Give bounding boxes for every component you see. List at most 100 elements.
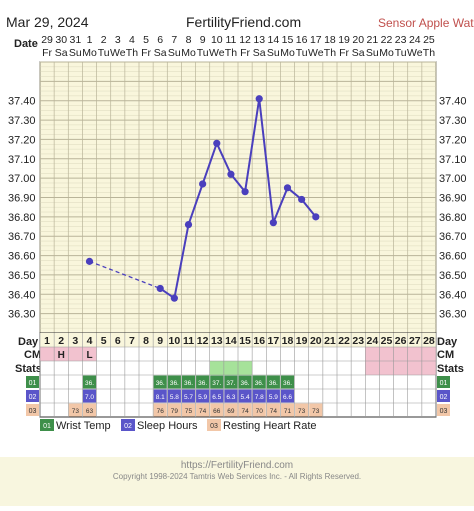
footer-url[interactable]: https://FertilityFriend.com bbox=[181, 460, 293, 471]
y-tick-label-left: 37.40 bbox=[8, 96, 36, 108]
weekday-tick-label: Su bbox=[168, 47, 181, 59]
stat-cell-row3 bbox=[153, 403, 167, 417]
stat-cell-row1 bbox=[153, 375, 167, 389]
stat-cell-row3 bbox=[82, 403, 97, 417]
cm-value: H bbox=[58, 350, 65, 361]
y-tick-label-right: 36.80 bbox=[439, 212, 467, 224]
temperature-line bbox=[85, 95, 320, 302]
stat-value-row3: 75 bbox=[185, 408, 193, 415]
stat-cell-row1 bbox=[224, 375, 238, 389]
stat-value-row1: 37. bbox=[212, 380, 221, 387]
weekday-tick-label: Mo bbox=[379, 47, 394, 59]
date-tick-label: 13 bbox=[253, 34, 265, 46]
stat-cell-row2 bbox=[153, 389, 167, 403]
stat-cell-row3 bbox=[266, 403, 280, 417]
temperature-point bbox=[213, 139, 221, 147]
legend-resting-hr-swatch bbox=[207, 419, 221, 431]
day-number: 10 bbox=[169, 335, 181, 347]
date-tick-label: 22 bbox=[381, 34, 393, 46]
stat-cell-row2 bbox=[82, 389, 97, 403]
date-tick-label: 29 bbox=[41, 34, 53, 46]
cm-pink-cell bbox=[82, 347, 97, 361]
weekday-tick-label: Tu bbox=[395, 47, 407, 59]
temperature-point bbox=[85, 257, 94, 265]
stats-table: 36. 36. 36. 36. 36. 37. 37. 36. 36. 36. 36. 01 01 7.0… bbox=[26, 332, 450, 418]
day-number: 8 bbox=[143, 335, 149, 347]
day-number: 3 bbox=[72, 335, 78, 347]
stat-value-row3: 74 bbox=[270, 408, 278, 415]
y-tick-label-left: 37.30 bbox=[8, 115, 36, 127]
temperature-segment bbox=[201, 142, 218, 185]
day-number: 18 bbox=[282, 335, 294, 347]
day-number: 26 bbox=[395, 335, 407, 347]
day-number: 17 bbox=[268, 335, 280, 347]
temperature-segment bbox=[272, 187, 289, 224]
stat-value-row3: 70 bbox=[256, 408, 264, 415]
weekday-tick-label: We bbox=[407, 47, 423, 59]
temperature-segment bbox=[215, 142, 232, 175]
weekday-tick-label: We bbox=[209, 47, 225, 59]
day-number: 15 bbox=[239, 335, 251, 347]
day-number: 14 bbox=[225, 335, 237, 347]
date-tick-label: 16 bbox=[296, 34, 308, 46]
cm-row-label-left: CM bbox=[24, 349, 41, 361]
temperature-point bbox=[269, 219, 277, 227]
stat-cell-row2 bbox=[280, 389, 295, 403]
y-tick-label-right: 37.00 bbox=[439, 173, 467, 185]
y-tick-label-right: 37.30 bbox=[439, 115, 467, 127]
date-tick-label: 17 bbox=[310, 34, 322, 46]
weekday-tick-label: Mo bbox=[82, 47, 97, 59]
stat-label-swatch-right bbox=[437, 404, 450, 416]
stat-value-row2: 6.3 bbox=[226, 394, 235, 401]
stat-label-right: 02 bbox=[440, 394, 448, 401]
temperature-point bbox=[170, 294, 178, 302]
legend-sleep-hours-label: Sleep Hours bbox=[137, 420, 198, 432]
weekday-tick-label: Su bbox=[366, 47, 379, 59]
weekday-tick-label: We bbox=[308, 47, 324, 59]
day-number: 21 bbox=[324, 335, 336, 347]
stat-value-row2: 6.5 bbox=[212, 394, 221, 401]
stat-value-row2: 5.8 bbox=[170, 394, 179, 401]
stat-cell-row1 bbox=[196, 375, 210, 389]
weekday-tick-label: Su bbox=[267, 47, 280, 59]
weekday-tick-label: Fr bbox=[42, 47, 52, 59]
weekday-tick-label: Tu bbox=[98, 47, 110, 59]
stat-value-row1: 36. bbox=[283, 380, 292, 387]
date-tick-label: 15 bbox=[282, 34, 294, 46]
date-tick-label: 12 bbox=[239, 34, 251, 46]
stats-pink-cell bbox=[365, 361, 436, 375]
stat-value-row3: 79 bbox=[171, 408, 179, 415]
temperature-point bbox=[298, 195, 306, 204]
y-tick-label-left: 36.70 bbox=[8, 231, 36, 243]
day-number: 27 bbox=[409, 335, 421, 347]
stat-value-row2: 5.9 bbox=[198, 394, 207, 401]
stat-value-row3: 69 bbox=[227, 408, 235, 415]
day-number: 1 bbox=[44, 335, 50, 347]
stat-label-right: 01 bbox=[440, 380, 448, 387]
stat-value-row1: 36. bbox=[269, 380, 278, 387]
site-name: FertilityFriend.com bbox=[186, 14, 301, 30]
temperature-segment bbox=[187, 183, 204, 225]
weekday-tick-label: Mo bbox=[181, 47, 196, 59]
y-tick-label-right: 36.70 bbox=[439, 231, 467, 243]
temperature-point bbox=[241, 188, 249, 196]
day-number: 12 bbox=[197, 335, 209, 347]
day-row-label: Day bbox=[18, 336, 39, 348]
day-number: 6 bbox=[115, 335, 121, 347]
stat-value-row2: 5.4 bbox=[241, 394, 250, 401]
stat-cell-row2 bbox=[210, 389, 224, 403]
stat-value-row3: 74 bbox=[199, 408, 207, 415]
stat-value-row3: 66 bbox=[213, 408, 221, 415]
temperature-point bbox=[199, 180, 207, 188]
stat-cell-row2 bbox=[266, 389, 280, 403]
date-tick-label: 23 bbox=[395, 34, 407, 46]
stats-row-label-right: Stats bbox=[437, 363, 464, 375]
cm-pink-cell bbox=[40, 347, 83, 361]
stat-value-row2: 7.8 bbox=[255, 394, 264, 401]
chart-date: Mar 29, 2024 bbox=[6, 14, 89, 30]
stat-value-row1: 37. bbox=[226, 380, 235, 387]
weekday-tick-label: Th bbox=[324, 47, 336, 59]
footer-copyright: Copyright 1998-2024 Tamtris Web Services… bbox=[113, 472, 361, 481]
